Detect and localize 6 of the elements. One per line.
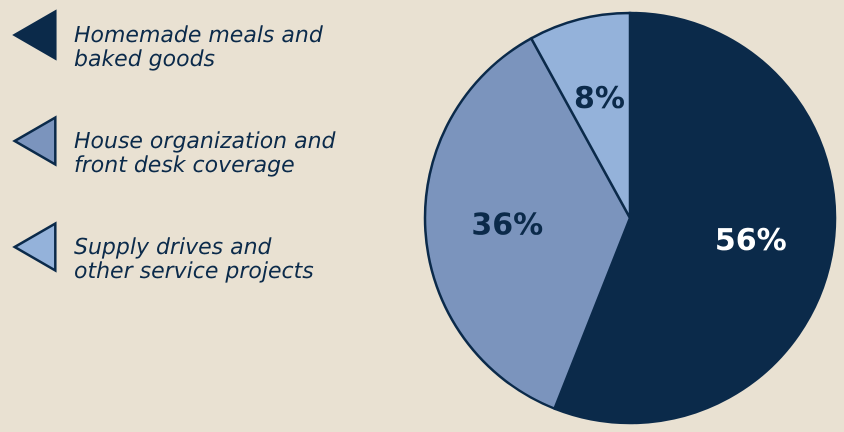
data-label: 8% xyxy=(574,80,625,116)
legend-label: Homemade meals and baked goods xyxy=(74,23,324,72)
data-label: 56% xyxy=(714,223,787,258)
data-label: 36% xyxy=(471,208,544,243)
legend-label: House organization and front desk coverage xyxy=(74,129,337,178)
legend-label: Supply drives and other service projects xyxy=(74,235,314,284)
